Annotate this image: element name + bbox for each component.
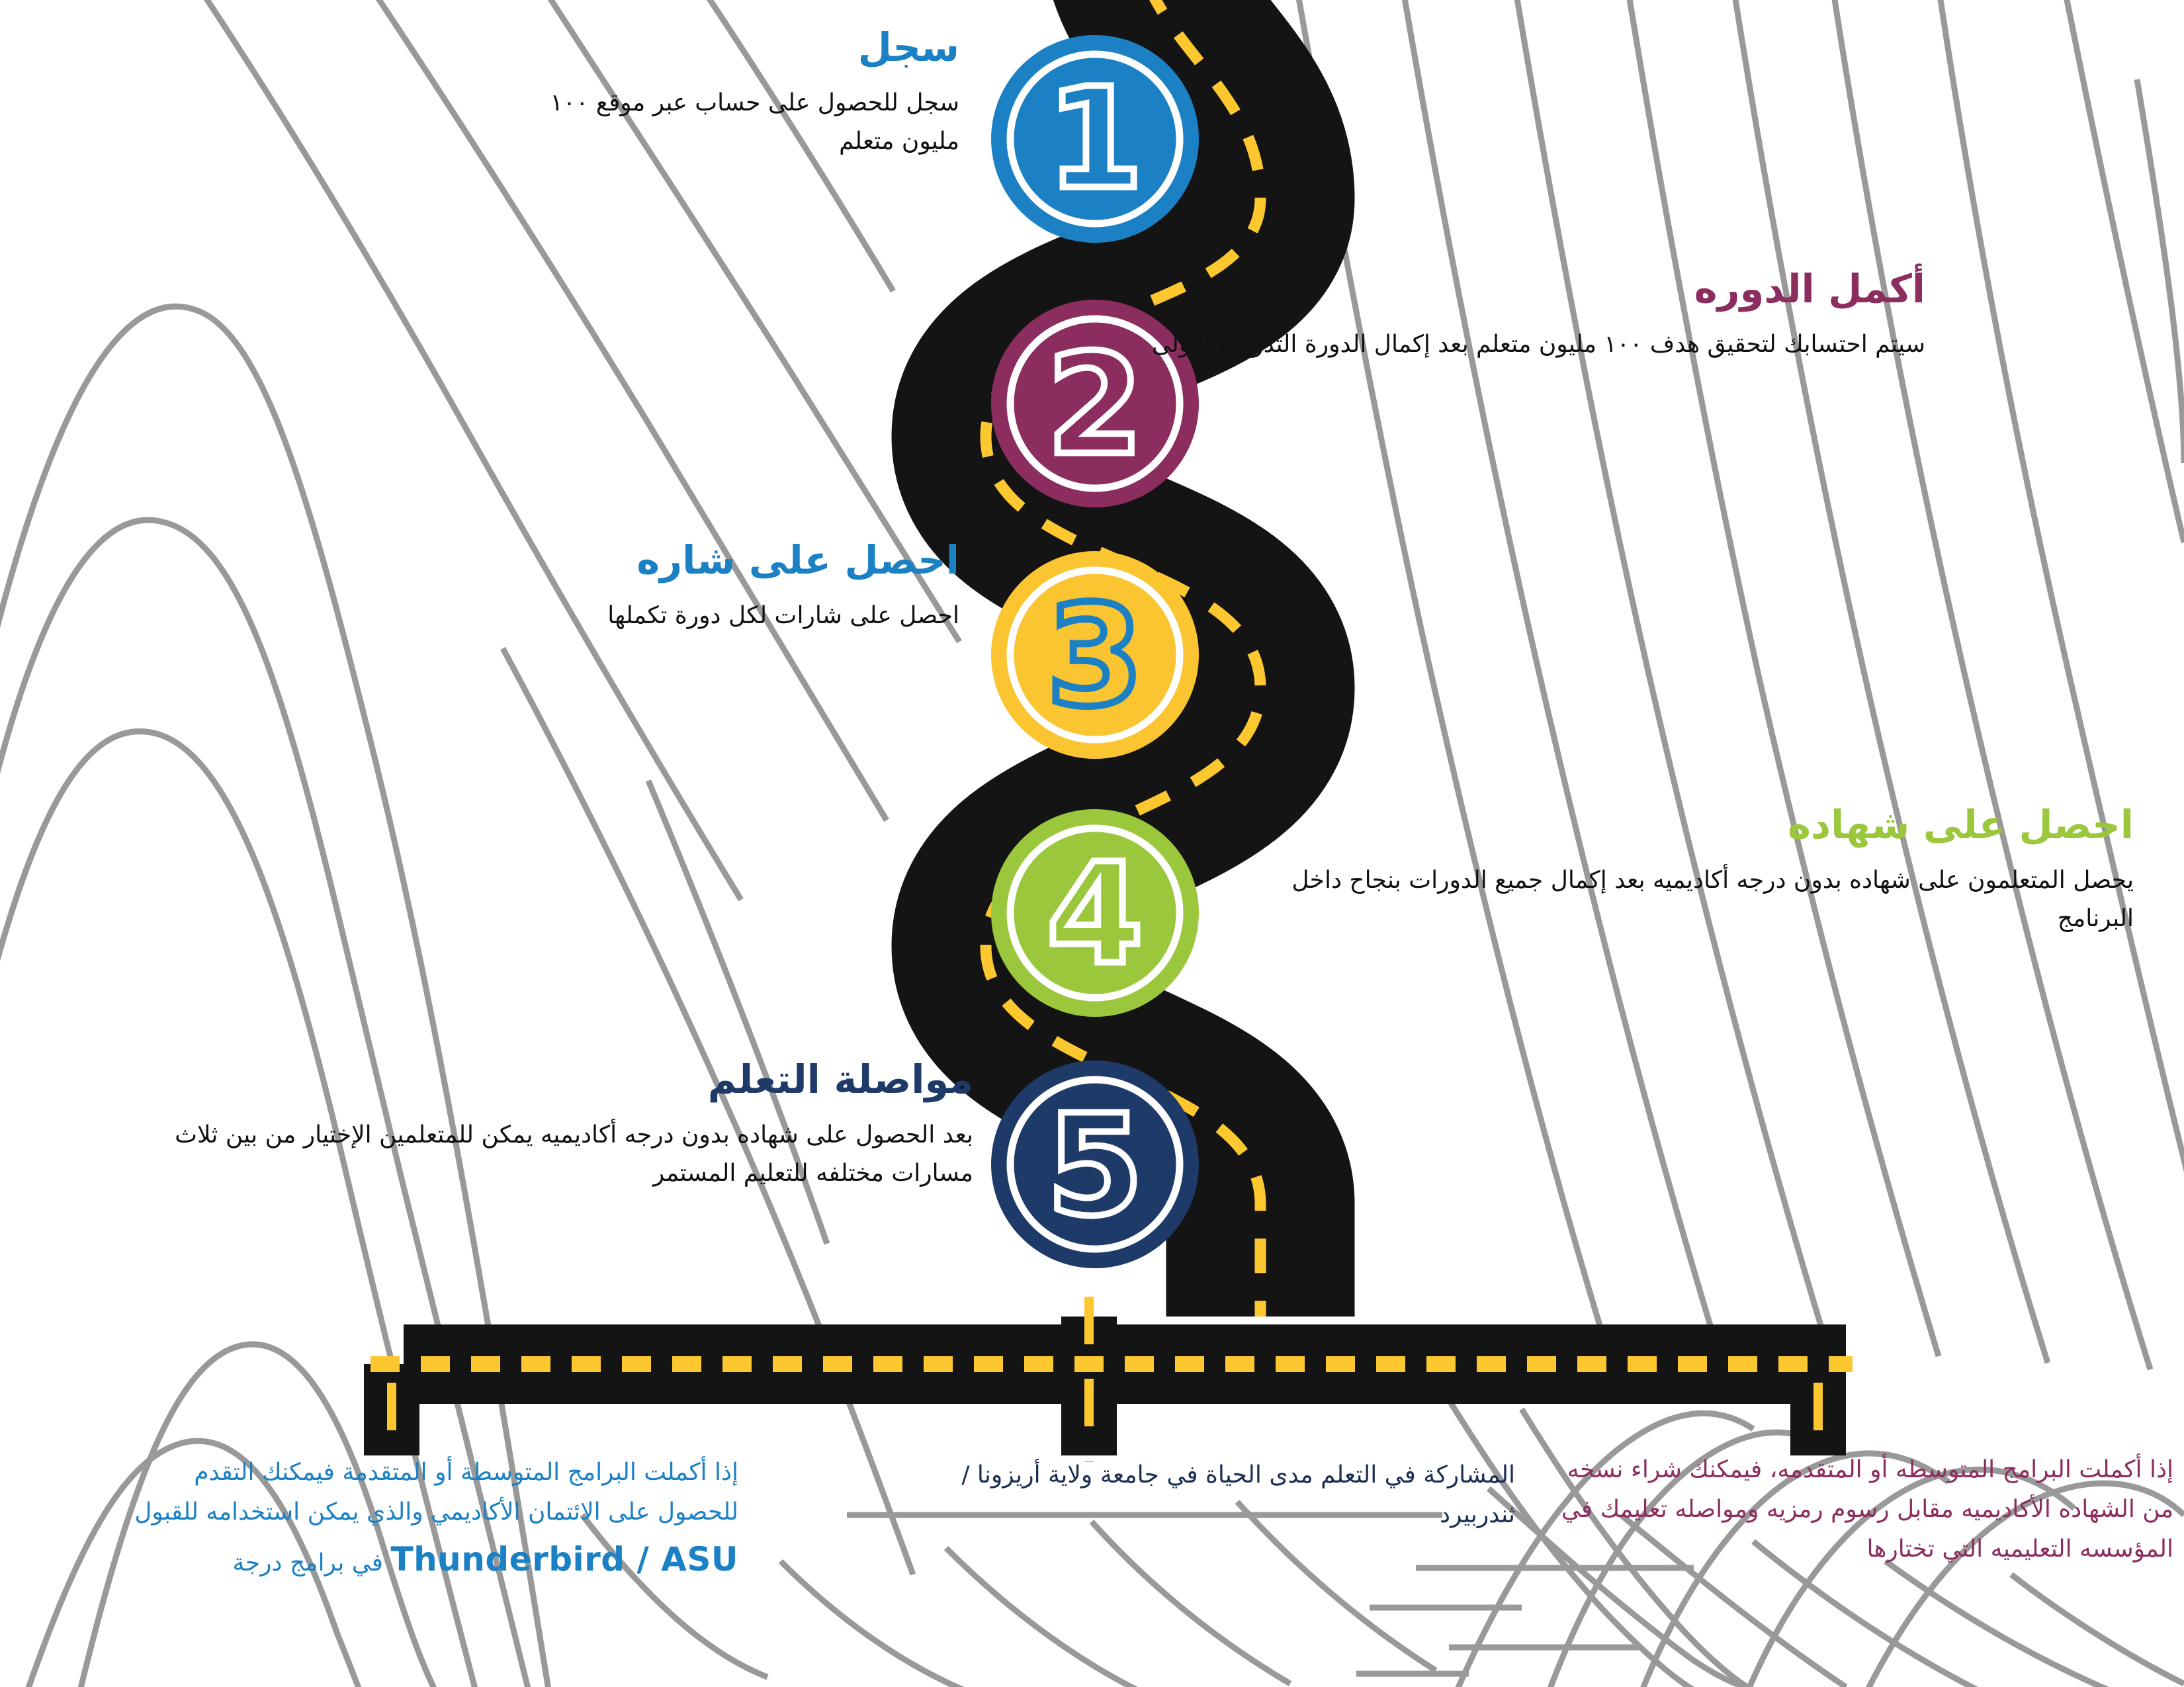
- road-asphalt-serpentine: [891, 0, 1355, 1317]
- outcome-right-line2: من الشهاده الأكاديميه مقابل رسوم رمزيه و…: [1561, 1495, 2173, 1523]
- step-numeral-4: 4: [1047, 834, 1143, 996]
- step-body-2: سيتم احتسابك لتحقيق هدف ١٠٠ مليون متعلم …: [1151, 330, 1925, 358]
- outcome-left-line3-prefix: في برامج درجة: [232, 1549, 384, 1577]
- outcome-center: المشاركة في التعلم مدى الحياة في جامعة و…: [853, 1455, 1515, 1535]
- step-title-2: أكمل الدوره: [1694, 266, 1925, 312]
- outcome-right-line3: المؤسسه التعليميه التي تختارها: [1866, 1535, 2173, 1563]
- step-numeral-5: 5: [1047, 1085, 1143, 1247]
- outcome-left-line3: Thunderbird / ASU في برامج درجة: [123, 1532, 738, 1587]
- outcome-right: إذا أكملت البرامج المتوسطه أو المتقدمه، …: [1465, 1450, 2173, 1569]
- step-text-5: مواصلة التعلم بعد الحصول على شهاده بدون …: [159, 1057, 973, 1193]
- step-text-2: أكمل الدوره سيتم احتسابك لتحقيق هدف ١٠٠ …: [1151, 266, 1925, 364]
- step-title-4: احصل على شهاده: [1788, 802, 2134, 847]
- outcome-left: إذا أكملت البرامج المتوسطة أو المتقدمة ف…: [123, 1453, 738, 1587]
- step-title-1: سجل: [857, 24, 959, 70]
- road-corner-left: [392, 1357, 516, 1409]
- step-body-1: سجل للحصول على حساب عبر موقع ١٠٠ مليون م…: [550, 89, 959, 155]
- step-body-4: يحصل المتعلمون على شهاده بدون درجه أكادي…: [1291, 866, 2134, 933]
- step-body-5: بعد الحصول على شهاده بدون درجه أكاديميه …: [175, 1121, 973, 1188]
- step-circle-4[interactable]: 4: [991, 809, 1199, 1017]
- step-circle-1[interactable]: 1: [991, 35, 1199, 243]
- step-text-4: احصل على شهاده يحصل المتعلمون على شهاده …: [1247, 802, 2134, 939]
- outcome-left-line1: إذا أكملت البرامج المتوسطة أو المتقدمة ف…: [194, 1459, 738, 1486]
- step-numeral-3: 3: [1047, 576, 1143, 738]
- step-numeral-2: 2: [1047, 324, 1143, 486]
- outcome-center-line2: ثندربيرد: [1440, 1500, 1515, 1528]
- outcome-left-line2: للحصول على الائتمان الأكاديمي والذي يمكن…: [134, 1498, 738, 1526]
- step-body-3: احصل على شارات لكل دورة تكملها: [607, 601, 959, 629]
- step-text-1: سجل سجل للحصول على حساب عبر موقع ١٠٠ ملي…: [490, 26, 959, 161]
- step-circle-5[interactable]: 5: [991, 1060, 1199, 1268]
- step-title-5: مواصلة التعلم: [707, 1057, 973, 1102]
- outcome-left-brand: Thunderbird / ASU: [390, 1539, 738, 1579]
- outcome-center-line1: المشاركة في التعلم مدى الحياة في جامعة و…: [961, 1461, 1515, 1489]
- step-circle-3[interactable]: 3: [991, 551, 1199, 759]
- step-text-3: احصل على شاره احصل على شارات لكل دورة تك…: [490, 539, 959, 635]
- road-dashes-serpentine: [980, 0, 1266, 1317]
- outcome-right-line1: إذا أكملت البرامج المتوسطه أو المتقدمه، …: [1567, 1456, 2173, 1483]
- step-numeral-1: 1: [1047, 58, 1143, 220]
- step-title-3: احصل على شاره: [636, 537, 959, 583]
